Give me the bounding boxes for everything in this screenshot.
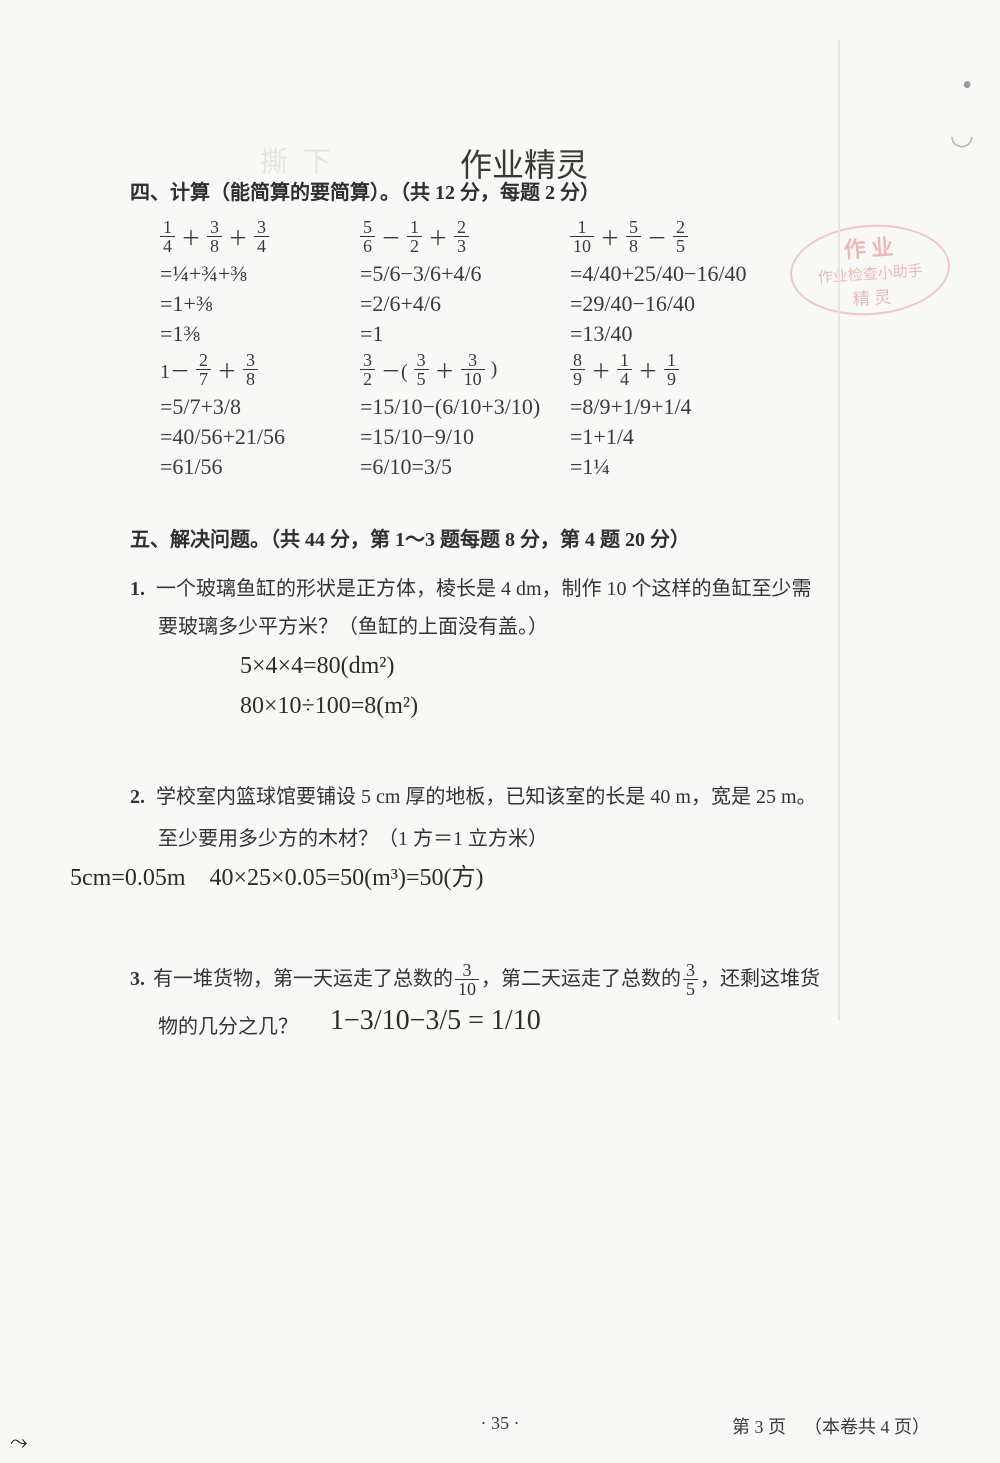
q3-frac2: 35 [683, 961, 698, 998]
hw-line: =¼+¾+⅜ [160, 261, 285, 287]
calc-col2-p2: 32 －( 35 ＋ 310 ) [360, 351, 540, 388]
page-right-b: （本卷共 4 页） [804, 1417, 930, 1437]
dot-right-1: • [962, 70, 972, 102]
q2-line1: 2. 学校室内篮球馆要铺设 5 cm 厚的地板，已知该室的长是 40 m，宽是 … [130, 778, 817, 816]
q3-line1: 3. 有一堆货物，第一天运走了总数的 310 ，第二天运走了总数的 35 ，还剩… [130, 960, 820, 998]
page-right-a: 第 3 页 [732, 1417, 786, 1437]
hw-line: =8/9+1/9+1/4 [570, 394, 747, 420]
calc-col2-p1: 56 － 12 ＋ 23 [360, 218, 540, 255]
page-number-center: · 35 · [481, 1413, 520, 1434]
worksheet-page: • ◡ 撕 下 作业精灵 四、计算（能简算的要简算）。（共 12 分，每题 2 … [0, 0, 1000, 1463]
hw-line: =6/10=3/5 [360, 454, 540, 480]
q2-hw1: 5cm=0.05m 40×25×0.05=50(m³)=50(方) [70, 862, 484, 894]
section5-heading: 五、解决问题。（共 44 分，第 1～3 题每题 8 分，第 4 题 20 分） [130, 523, 690, 552]
hw-line: =1+⅜ [160, 291, 285, 317]
stamp-line1: 作 业 [843, 229, 895, 264]
hw-line: =1⅜ [160, 321, 285, 347]
q2-line2: 至少要用多少方的木材？（1 方＝1 立方米） [158, 820, 548, 858]
q1-line2: 要玻璃多少平方米？（鱼缸的上面没有盖。） [158, 608, 548, 646]
q3-text-pre: 有一堆货物，第一天运走了总数的 [153, 960, 453, 998]
fold-line [838, 40, 840, 1020]
hw-line: =1¼ [570, 454, 747, 480]
page-number-right: 第 3 页 （本卷共 4 页） [732, 1413, 930, 1439]
corner-scribble: ⤳ [10, 1427, 28, 1457]
q3-hw1: 1−3/10−3/5 = 1/10 [330, 1002, 541, 1040]
hw-line: =5/6−3/6+4/6 [360, 261, 540, 287]
hw-line: =2/6+4/6 [360, 291, 540, 317]
calc-col-3: 110 ＋ 58 － 25 =4/40+25/40−16/40 =29/40−1… [570, 218, 747, 484]
calc-col3-p1: 110 ＋ 58 － 25 [570, 218, 747, 255]
q1-line1: 1. 一个玻璃鱼缸的形状是正方体，棱长是 4 dm，制作 10 个这样的鱼缸至少… [130, 570, 812, 608]
hw-line: =29/40−16/40 [570, 291, 747, 317]
hw-line: =1 [360, 321, 540, 347]
q1-hw1: 5×4×4=80(dm²) [240, 650, 394, 682]
q2-text-a: 学校室内篮球馆要铺设 5 cm 厚的地板，已知该室的长是 40 m，宽是 25 … [156, 786, 817, 808]
hw-line: =5/7+3/8 [160, 394, 285, 420]
hw-line: =15/10−9/10 [360, 424, 540, 450]
q2-num: 2. [130, 786, 145, 808]
hw-line: =40/56+21/56 [160, 424, 285, 450]
calc-col-1: 14 ＋ 38 ＋ 34 =¼+¾+⅜ =1+⅜ =1⅜ 1－ 27 ＋ 38 … [160, 218, 285, 484]
calc-col-2: 56 － 12 ＋ 23 =5/6−3/6+4/6 =2/6+4/6 =1 32… [360, 218, 540, 484]
q1-num: 1. [130, 578, 145, 600]
homework-stamp: 作 业 作业检查小助手 精 灵 [787, 220, 953, 321]
hw-line: =1+1/4 [570, 424, 747, 450]
q1-hw2: 80×10÷100=8(m²) [240, 690, 418, 722]
section4-heading: 四、计算（能简算的要简算）。（共 12 分，每题 2 分） [130, 176, 600, 205]
q3-frac1: 310 [455, 961, 479, 998]
stamp-line3: 精 灵 [852, 283, 892, 311]
calc-col1-p2: 1－ 27 ＋ 38 [160, 351, 285, 388]
hw-line: =61/56 [160, 454, 285, 480]
q3-text-post: ，还剩这堆货 [700, 960, 820, 998]
q3-line2: 物的几分之几？ [158, 1008, 298, 1046]
q1-text-a: 一个玻璃鱼缸的形状是正方体，棱长是 4 dm，制作 10 个这样的鱼缸至少需 [156, 578, 812, 600]
q3-num: 3. [130, 960, 145, 998]
dot-right-2: ◡ [950, 118, 974, 152]
hw-line: =15/10−(6/10+3/10) [360, 394, 540, 420]
hw-line: =13/40 [570, 321, 747, 347]
q3-text-mid: ，第二天运走了总数的 [481, 960, 681, 998]
hw-line: =4/40+25/40−16/40 [570, 261, 747, 287]
calc-col1-p1: 14 ＋ 38 ＋ 34 [160, 218, 285, 255]
faint-header: 撕 下 [260, 140, 335, 180]
calc-col3-p2: 89 ＋ 14 ＋ 19 [570, 351, 747, 388]
